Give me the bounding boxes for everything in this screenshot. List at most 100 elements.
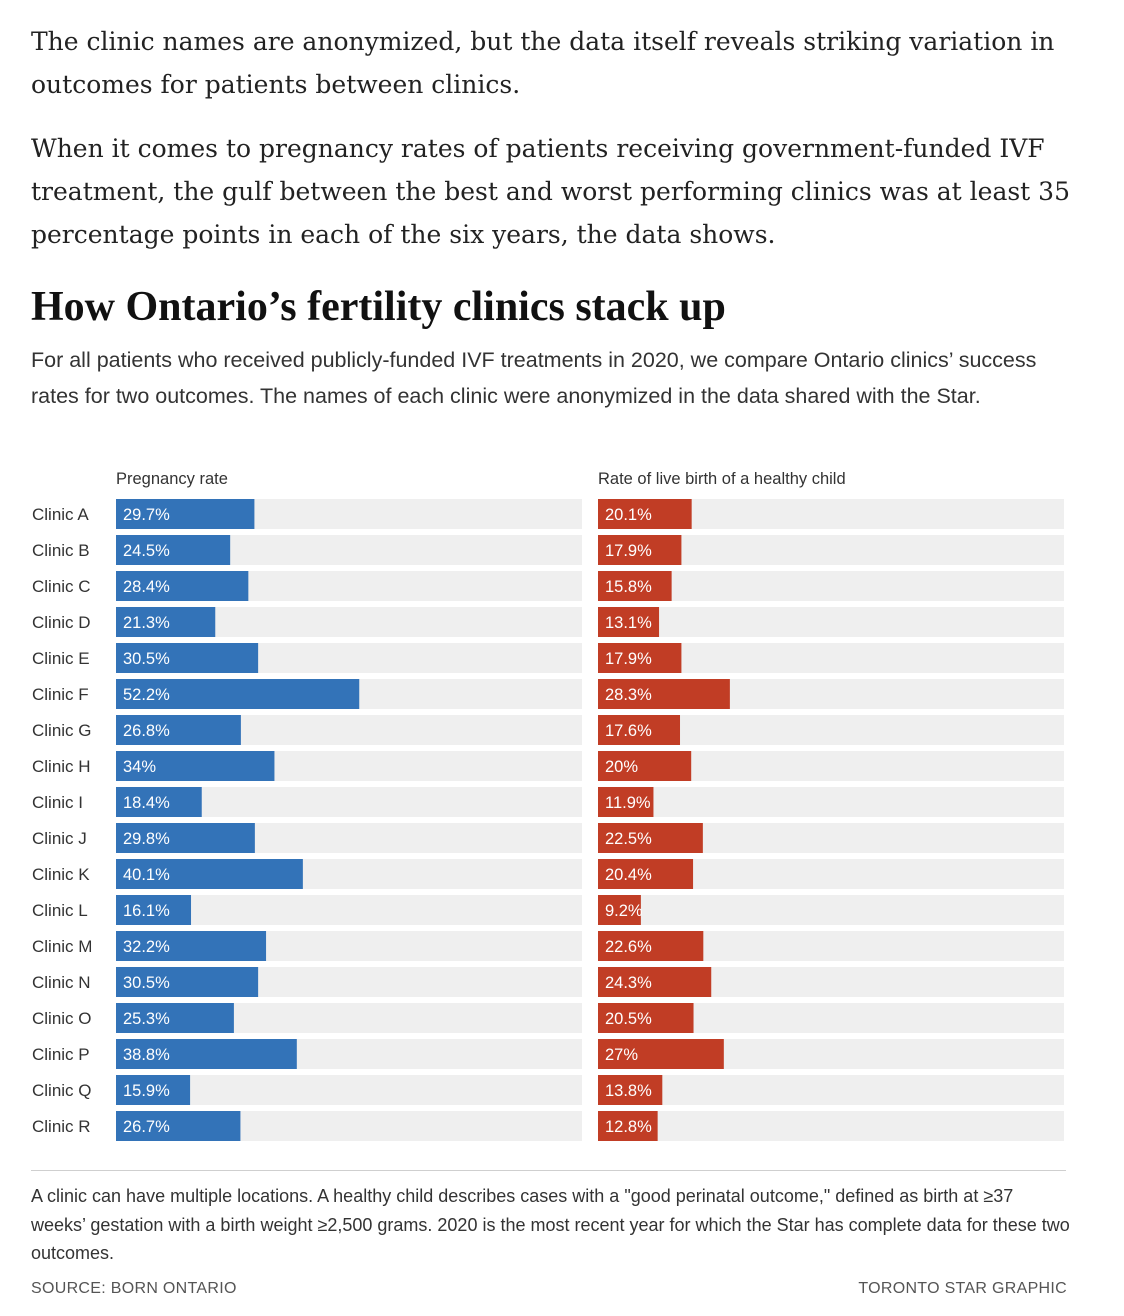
bar-value-label: 9.2%: [605, 902, 643, 920]
intro-paragraph-1: The clinic names are anonymized, but the…: [31, 27, 1055, 99]
bar-value-label: 20.5%: [605, 1010, 652, 1028]
clinic-label: Clinic C: [32, 577, 91, 596]
live-birth-rate-bar: [598, 643, 682, 673]
live-birth-rate-bar: [598, 715, 681, 745]
bar-value-label: 17.9%: [605, 542, 652, 560]
pregnancy-rate-bar: [116, 895, 192, 925]
bar-value-label: 20%: [605, 758, 638, 776]
clinic-label: Clinic H: [32, 757, 91, 776]
clinic-label: Clinic F: [32, 685, 89, 704]
clinic-label: Clinic G: [32, 721, 92, 740]
bar-value-label: 22.5%: [605, 830, 652, 848]
intro-paragraph-2: When it comes to pregnancy rates of pati…: [31, 134, 1070, 249]
bar-value-label: 12.8%: [605, 1118, 652, 1136]
pregnancy-rate-bar: [116, 535, 231, 565]
live-birth-rate-bar: [598, 859, 694, 889]
live-birth-rate-bar: [598, 1039, 724, 1069]
bar-value-label: 17.6%: [605, 722, 652, 740]
pregnancy-rate-bar: [116, 607, 216, 637]
clinic-label: Clinic D: [32, 613, 91, 632]
pregnancy-rate-bar: [116, 1039, 297, 1069]
clinic-label: Clinic N: [32, 973, 91, 992]
bar-value-label: 30.5%: [123, 974, 170, 992]
live-birth-rate-bar: [598, 895, 641, 925]
bar-value-label: 28.3%: [605, 686, 652, 704]
live-birth-rate-bar: [598, 751, 692, 781]
graphic-note: A clinic can have multiple locations. A …: [31, 1186, 1070, 1263]
pregnancy-rate-header: Pregnancy rate: [116, 470, 228, 488]
live-birth-rate-bar: [598, 607, 660, 637]
footer-divider: [31, 1170, 1066, 1171]
pregnancy-rate-bar: [116, 823, 255, 853]
clinic-label: Clinic J: [32, 829, 87, 848]
bar-value-label: 20.4%: [605, 866, 652, 884]
bar-value-label: 27%: [605, 1046, 638, 1064]
graphic-title: How Ontario’s fertility clinics stack up: [31, 284, 726, 330]
bar-track: [598, 1111, 1064, 1141]
pregnancy-rate-bar: [116, 499, 255, 529]
clinic-label: Clinic Q: [32, 1081, 92, 1100]
live-birth-rate-bar: [598, 967, 712, 997]
bar-track: [116, 1075, 582, 1105]
bar-track: [598, 571, 1064, 601]
clinic-label: Clinic M: [32, 937, 92, 956]
bar-value-label: 29.7%: [123, 506, 170, 524]
pregnancy-rate-bar: [116, 967, 259, 997]
clinic-label: Clinic E: [32, 649, 90, 668]
bar-value-label: 26.7%: [123, 1118, 170, 1136]
bar-value-label: 18.4%: [123, 794, 170, 812]
pregnancy-rate-bar: [116, 679, 360, 709]
live-birth-rate-header: Rate of live birth of a healthy child: [598, 470, 846, 488]
bar-value-label: 13.8%: [605, 1082, 652, 1100]
bar-value-label: 24.3%: [605, 974, 652, 992]
bar-value-label: 38.8%: [123, 1046, 170, 1064]
pregnancy-rate-bar: [116, 787, 202, 817]
live-birth-rate-bar: [598, 571, 672, 601]
live-birth-rate-bar: [598, 535, 682, 565]
clinic-label: Clinic A: [32, 505, 89, 524]
pregnancy-rate-bar: [116, 571, 249, 601]
bar-value-label: 25.3%: [123, 1010, 170, 1028]
bar-value-label: 11.9%: [605, 794, 651, 812]
clinic-label: Clinic I: [32, 793, 83, 812]
bar-value-label: 17.9%: [605, 650, 652, 668]
pregnancy-rate-bar: [116, 1003, 234, 1033]
bar-value-label: 34%: [123, 758, 156, 776]
live-birth-rate-bar: [598, 1075, 663, 1105]
bar-value-label: 29.8%: [123, 830, 170, 848]
pregnancy-rate-bar: [116, 1075, 191, 1105]
bar-chart: Clinic A 29.7% 20.1% Clinic B 24.5% 17.9% Clin…: [32, 499, 1064, 1141]
graphic-credit: TORONTO STAR GRAPHIC: [858, 1280, 1067, 1297]
live-birth-rate-bar: [598, 1003, 694, 1033]
bar-value-label: 26.8%: [123, 722, 170, 740]
pregnancy-rate-bar: [116, 859, 303, 889]
bar-value-label: 13.1%: [605, 614, 652, 632]
bar-value-label: 22.6%: [605, 938, 652, 956]
source-credit: SOURCE: BORN ONTARIO: [31, 1280, 237, 1297]
bar-value-label: 15.9%: [123, 1082, 170, 1100]
pregnancy-rate-bar: [116, 715, 241, 745]
clinic-label: Clinic B: [32, 541, 90, 560]
clinic-label: Clinic L: [32, 901, 88, 920]
bar-track: [598, 787, 1064, 817]
clinic-label: Clinic K: [32, 865, 90, 884]
clinic-label: Clinic R: [32, 1117, 91, 1136]
live-birth-rate-bar: [598, 1111, 658, 1141]
live-birth-rate-bar: [598, 823, 703, 853]
bar-value-label: 52.2%: [123, 686, 170, 704]
live-birth-rate-bar: [598, 787, 654, 817]
bar-track: [598, 1075, 1064, 1105]
live-birth-rate-bar: [598, 931, 704, 961]
graphic-subtitle: For all patients who received publicly-f…: [31, 348, 1037, 408]
pregnancy-rate-bar: [116, 931, 267, 961]
pregnancy-rate-bar: [116, 751, 275, 781]
bar-track: [598, 607, 1064, 637]
bar-track: [116, 895, 582, 925]
bar-value-label: 32.2%: [123, 938, 170, 956]
bar-value-label: 28.4%: [123, 578, 170, 596]
pregnancy-rate-bar: [116, 643, 259, 673]
live-birth-rate-bar: [598, 499, 692, 529]
live-birth-rate-bar: [598, 679, 730, 709]
bar-value-label: 40.1%: [123, 866, 170, 884]
bar-value-label: 20.1%: [605, 506, 652, 524]
